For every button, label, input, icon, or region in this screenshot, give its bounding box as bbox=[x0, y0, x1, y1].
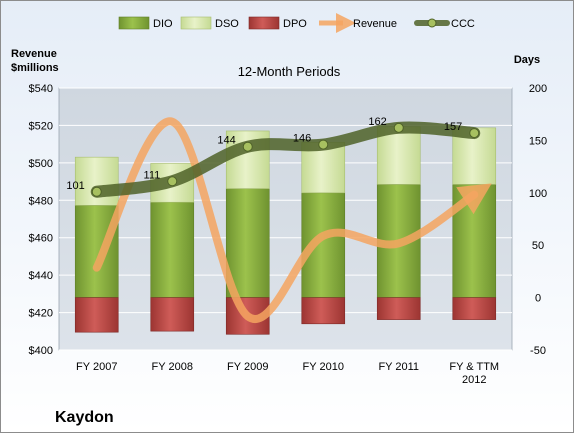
left-axis-ticks: $400 $420 $440 $460 $480 $500 $520 $540 bbox=[29, 83, 53, 357]
ccc-data-label: 101 bbox=[66, 180, 84, 192]
left-tick-label: $480 bbox=[29, 195, 53, 207]
ccc-data-label: 162 bbox=[368, 116, 386, 128]
right-axis-ticks: -50 0 50 100 150 200 bbox=[529, 83, 547, 357]
bar-dpo bbox=[376, 297, 421, 320]
left-tick-label: $520 bbox=[29, 120, 53, 132]
category-label: FY 2007 bbox=[76, 361, 117, 373]
bar-dpo bbox=[452, 297, 497, 320]
right-tick-label: 100 bbox=[529, 188, 547, 200]
ccc-data-label: 157 bbox=[444, 121, 462, 133]
revenue-series bbox=[92, 117, 492, 323]
left-tick-label: $540 bbox=[29, 83, 53, 95]
right-tick-label: -50 bbox=[530, 345, 546, 357]
category-label: FY 2010 bbox=[303, 361, 344, 373]
ccc-data-label: 111 bbox=[144, 169, 161, 181]
ccc-data-labels: 101 111 144 146 162 157 bbox=[66, 116, 462, 192]
legend-marker bbox=[427, 18, 437, 28]
bar-dio bbox=[225, 188, 270, 298]
x-axis-category-labels: FY 2007 FY 2008 FY 2009 FY 2010 FY 2011 FY & … bbox=[76, 361, 499, 386]
ccc-data-label: 146 bbox=[293, 133, 311, 145]
bar-dpo bbox=[150, 297, 195, 332]
right-axis-title: Days bbox=[514, 54, 540, 66]
bar-dpo bbox=[74, 297, 119, 333]
legend-label: Revenue bbox=[353, 18, 397, 30]
ccc-marker bbox=[469, 128, 480, 139]
left-axis-title: Revenue $millions bbox=[11, 48, 59, 74]
bar-dpo bbox=[301, 297, 346, 325]
revenue-line bbox=[92, 117, 492, 323]
legend: DIO DSO DPO Revenue CCC bbox=[118, 13, 475, 33]
right-tick-label: 150 bbox=[529, 135, 547, 147]
left-tick-label: $460 bbox=[29, 233, 53, 245]
ccc-line bbox=[90, 121, 481, 198]
ccc-marker bbox=[242, 141, 253, 152]
company-name: Kaydon bbox=[55, 409, 114, 426]
ccc-marker bbox=[393, 122, 404, 133]
left-tick-label: $400 bbox=[29, 345, 53, 357]
left-tick-label: $500 bbox=[29, 158, 53, 170]
legend-label: DIO bbox=[153, 18, 173, 30]
ccc-series bbox=[90, 121, 481, 198]
category-label: FY 2008 bbox=[152, 361, 193, 373]
right-tick-label: 0 bbox=[535, 293, 541, 305]
legend-label: DSO bbox=[215, 18, 239, 30]
legend-label: CCC bbox=[451, 18, 475, 30]
chart-title: 12-Month Periods bbox=[238, 64, 341, 79]
ccc-data-label: 144 bbox=[217, 135, 235, 147]
ccc-marker bbox=[167, 176, 178, 187]
legend-swatch bbox=[118, 16, 150, 30]
legend-swatch bbox=[248, 16, 280, 30]
left-tick-label: $440 bbox=[29, 270, 53, 282]
left-tick-label: $420 bbox=[29, 308, 53, 320]
right-tick-label: 200 bbox=[529, 83, 547, 95]
right-tick-label: 50 bbox=[532, 240, 544, 252]
category-label: FY 2011 bbox=[378, 361, 419, 373]
legend-label: DPO bbox=[283, 18, 307, 30]
legend-swatch bbox=[180, 16, 212, 30]
category-label: FY & TTM 2012 bbox=[449, 361, 499, 386]
ccc-marker bbox=[318, 139, 329, 150]
ccc-marker bbox=[91, 186, 102, 197]
bar-dio bbox=[150, 201, 195, 298]
category-label: FY 2009 bbox=[227, 361, 268, 373]
